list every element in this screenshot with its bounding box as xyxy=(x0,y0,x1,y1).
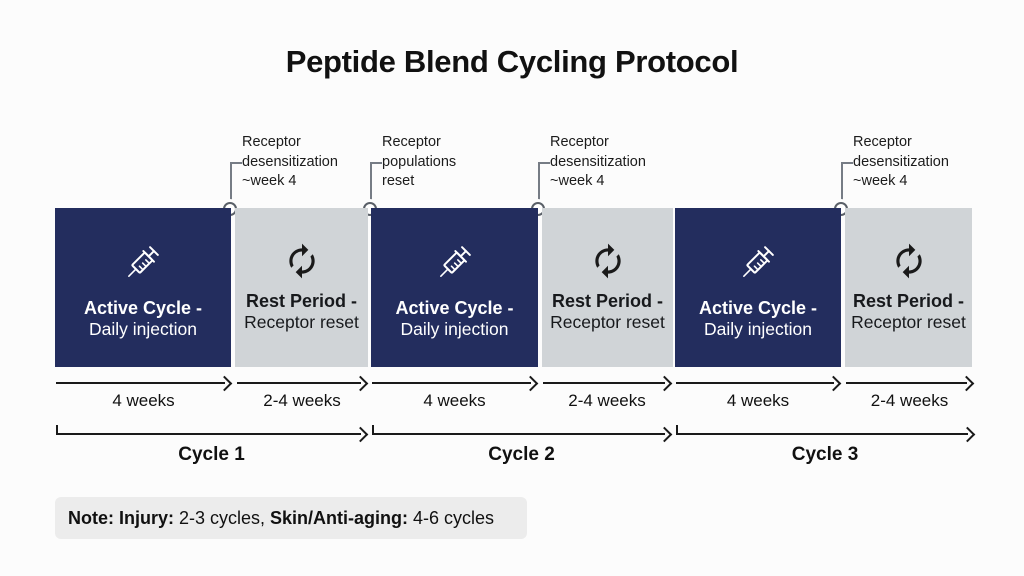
syringe-icon xyxy=(117,235,169,287)
duration-label: 2-4 weeks xyxy=(870,391,949,410)
duration-arrow: 4 weeks xyxy=(371,375,539,416)
block-title: Rest Period - xyxy=(245,291,358,311)
note-text: Note: Injury: xyxy=(68,507,174,528)
arrow-line xyxy=(56,382,225,384)
duration-label: 2-4 weeks xyxy=(263,391,341,410)
arrow-line xyxy=(237,382,361,384)
block-title: Rest Period - xyxy=(551,291,664,311)
arrow-head-icon xyxy=(352,375,369,391)
annotation-text: Receptor desensitization ~week 4 xyxy=(550,134,646,189)
cycle-label: Cycle 3 xyxy=(791,444,859,465)
block-subtitle: Receptor reset xyxy=(244,312,359,332)
block-title: Active Cycle - xyxy=(395,298,514,318)
duration-arrow: 2-4 weeks xyxy=(236,375,369,416)
duration-label: 2-4 weeks xyxy=(568,391,646,410)
refresh-icon xyxy=(283,242,321,280)
annotation-text: Receptor desensitization ~week 4 xyxy=(242,134,338,189)
arrow-line xyxy=(56,433,361,435)
connector-elbow xyxy=(370,162,382,204)
block-title: Rest Period - xyxy=(852,291,965,311)
block-title: Active Cycle - xyxy=(83,298,203,318)
arrow-head-icon xyxy=(216,375,233,391)
syringe-icon xyxy=(429,235,481,287)
arrow-head-icon xyxy=(352,426,369,442)
cycle-bracket: Cycle 2 xyxy=(371,424,673,470)
block-subtitle: Daily injection xyxy=(704,319,812,339)
annotation-text: Receptor populations reset xyxy=(382,134,457,189)
arrow-line xyxy=(676,382,834,384)
refresh-icon xyxy=(890,242,928,280)
arrow-head-icon xyxy=(959,426,976,442)
page-title: Peptide Blend Cycling Protocol xyxy=(285,44,739,79)
arrow-head-icon xyxy=(656,426,673,442)
duration-label: 4 weeks xyxy=(423,391,486,410)
block-subtitle: Receptor reset xyxy=(550,312,665,332)
arrow-head-icon xyxy=(656,375,673,391)
block-subtitle: Receptor reset xyxy=(851,312,966,332)
note-text: Skin/Anti-aging: xyxy=(270,507,409,528)
arrow-line xyxy=(372,433,665,435)
connector-elbow xyxy=(841,162,853,204)
duration-label: 4 weeks xyxy=(112,391,175,410)
block-title: Active Cycle - xyxy=(698,298,818,318)
syringe-icon xyxy=(732,235,784,287)
bracket-tick xyxy=(676,425,678,434)
cycle-label: Cycle 1 xyxy=(178,444,245,465)
active-cycle-block: Active Cycle - Daily injection xyxy=(55,208,231,367)
refresh-icon xyxy=(589,242,627,280)
arrow-head-icon xyxy=(522,375,539,391)
arrow-head-icon xyxy=(958,375,975,391)
connector-elbow xyxy=(538,162,550,204)
rest-period-block: Rest Period - Receptor reset xyxy=(542,208,673,367)
block-subtitle: Daily injection xyxy=(89,319,197,339)
note-text: 2-3 cycles, xyxy=(174,507,271,528)
cycle-bracket: Cycle 3 xyxy=(675,424,976,470)
note-text: 4-6 cycles xyxy=(408,507,495,528)
note-box: Note: Injury: 2-3 cycles, Skin/Anti-agin… xyxy=(55,497,527,539)
active-cycle-block: Active Cycle - Daily injection xyxy=(675,208,841,367)
duration-arrow: 2-4 weeks xyxy=(845,375,975,416)
rest-period-block: Rest Period - Receptor reset xyxy=(235,208,368,367)
bracket-tick xyxy=(56,425,58,434)
cycle-label: Cycle 2 xyxy=(488,444,555,465)
duration-arrow: 2-4 weeks xyxy=(542,375,673,416)
active-cycle-block: Active Cycle - Daily injection xyxy=(371,208,538,367)
duration-arrow: 4 weeks xyxy=(55,375,233,416)
arrow-line xyxy=(372,382,531,384)
arrow-head-icon xyxy=(825,375,842,391)
cycle-bracket: Cycle 1 xyxy=(55,424,369,470)
duration-label: 4 weeks xyxy=(726,391,790,410)
block-subtitle: Daily injection xyxy=(400,319,509,339)
arrow-line xyxy=(543,382,665,384)
duration-arrow: 4 weeks xyxy=(675,375,842,416)
arrow-line xyxy=(846,382,967,384)
bracket-tick xyxy=(372,425,374,434)
arrow-line xyxy=(676,433,968,435)
connector-elbow xyxy=(230,162,242,204)
rest-period-block: Rest Period - Receptor reset xyxy=(845,208,972,367)
annotation-text: Receptor desensitization ~week 4 xyxy=(853,134,949,189)
